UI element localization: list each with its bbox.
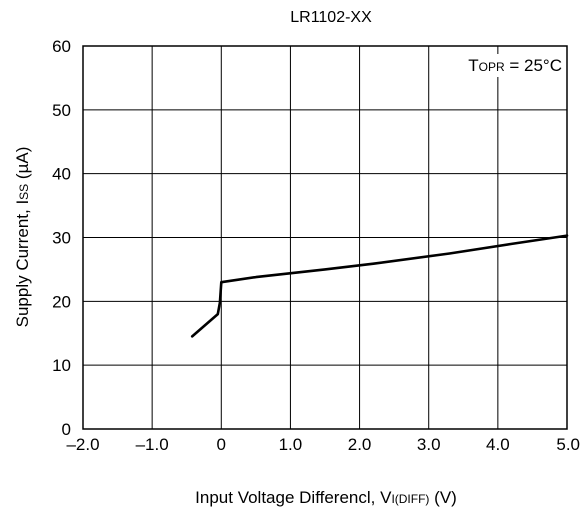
y-axis-label-subscript: SS: [17, 184, 31, 200]
x-tick-label: 2.0: [348, 435, 372, 454]
y-axis-label: Supply Current, ISS (µA): [13, 147, 32, 328]
x-tick-label: –2.0: [66, 435, 99, 454]
x-tick-label: 1.0: [279, 435, 303, 454]
y-axis-ticks: 0 10 20 30 40 50 60: [52, 37, 71, 439]
y-tick-label: 60: [52, 37, 71, 56]
annotation-prefix: T: [468, 56, 478, 75]
plot-frame: [82, 45, 568, 430]
annotation-subscript: OPR: [479, 60, 505, 74]
annotation-background: [464, 54, 566, 77]
x-axis-label-main: Input Voltage Differencl, V: [195, 488, 392, 507]
y-tick-label: 10: [52, 356, 71, 375]
x-tick-label: 4.0: [486, 435, 510, 454]
x-axis-label: Input Voltage Differencl, VI(DIFF) (V): [195, 488, 457, 507]
y-tick-label: 30: [52, 229, 71, 248]
x-tick-label: 0: [217, 435, 226, 454]
grid: [82, 45, 568, 430]
y-tick-label: 50: [52, 101, 71, 120]
temperature-annotation: TOPR = 25°C: [468, 56, 562, 75]
y-tick-label: 20: [52, 292, 71, 311]
y-tick-label: 40: [52, 165, 71, 184]
y-axis-label-unit: (µA): [13, 147, 32, 184]
y-tick-label: 0: [62, 420, 71, 439]
x-tick-label: 3.0: [417, 435, 441, 454]
series-line: [190, 234, 569, 338]
x-axis-label-subscript: I(DIFF): [391, 492, 429, 506]
x-axis-label-unit: (V): [429, 488, 456, 507]
chart-title: LR1102-XX: [290, 9, 372, 26]
x-tick-label: 5.0: [556, 435, 580, 454]
y-axis-label-main: Supply Current, I: [13, 200, 32, 328]
x-axis-ticks: –2.0 –1.0 0 1.0 2.0 3.0 4.0 5.0: [66, 435, 580, 454]
annotation-value: = 25°C: [505, 56, 562, 75]
x-tick-label: –1.0: [136, 435, 169, 454]
